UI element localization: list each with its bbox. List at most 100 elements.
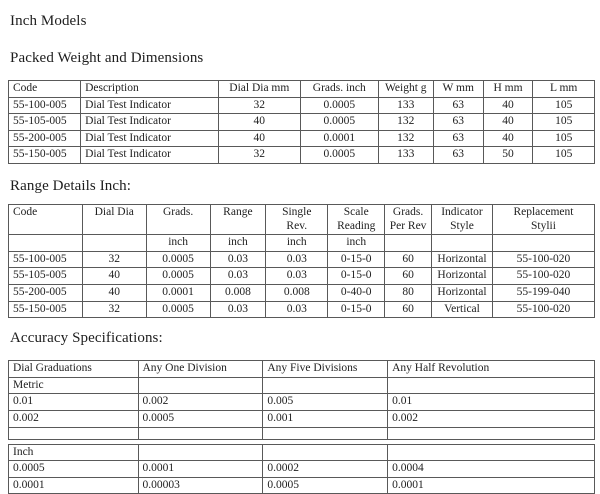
table-cell: 63	[433, 97, 483, 114]
header-cell: Weight g	[378, 81, 433, 98]
table-cell: 32	[82, 301, 146, 318]
table-cell: 0-15-0	[328, 268, 385, 285]
table-cell: 0.002	[9, 410, 139, 427]
table-cell: 0.01	[388, 394, 595, 411]
header-cell: Grads.	[146, 204, 210, 234]
table-cell	[263, 377, 388, 394]
table-cell	[432, 235, 493, 252]
table-cell: 60	[385, 251, 432, 268]
page-title: Inch Models	[10, 13, 595, 30]
table-cell: 0-15-0	[328, 301, 385, 318]
table-cell: 40	[483, 130, 533, 147]
table-cell: 40	[483, 114, 533, 131]
table-cell: 0.0004	[388, 461, 595, 478]
header-cell: Range	[210, 204, 266, 234]
table-cell: 0.03	[266, 268, 328, 285]
table-cell: 0.03	[266, 251, 328, 268]
table-cell	[263, 427, 388, 439]
table-cell: Horizontal	[432, 284, 493, 301]
table-cell: Dial Test Indicator	[81, 114, 219, 131]
table-cell: 55-100-005	[9, 97, 81, 114]
table-cell: 32	[218, 147, 300, 164]
header-cell: Any One Division	[138, 361, 263, 378]
table-cell: Metric	[9, 377, 139, 394]
table-row	[9, 427, 595, 439]
table-cell: 55-100-020	[492, 268, 594, 285]
table-cell: inch	[266, 235, 328, 252]
table-cell: 40	[483, 97, 533, 114]
table-cell: 32	[218, 97, 300, 114]
table-cell: 0.0005	[9, 461, 139, 478]
table-cell: 0.03	[210, 268, 266, 285]
table-cell: 132	[378, 114, 433, 131]
table-row: Inch	[9, 444, 595, 461]
table-cell: 0.0005	[300, 147, 378, 164]
table-cell: Vertical	[432, 301, 493, 318]
header-cell: W mm	[433, 81, 483, 98]
table-cell: 60	[385, 301, 432, 318]
header-cell: Replacement Stylii	[492, 204, 594, 234]
table-cell: 55-200-005	[9, 130, 81, 147]
table-cell: 0.001	[263, 410, 388, 427]
table-cell	[9, 235, 83, 252]
header-cell: Indicator Style	[432, 204, 493, 234]
table-cell: 0.03	[266, 301, 328, 318]
header-cell: L mm	[533, 81, 595, 98]
header-cell: Scale Reading	[328, 204, 385, 234]
table-cell	[388, 444, 595, 461]
range-details-heading: Range Details Inch:	[10, 178, 595, 195]
table-cell	[138, 427, 263, 439]
table-cell: 63	[433, 147, 483, 164]
table-cell	[263, 444, 388, 461]
header-cell: Any Half Revolution	[388, 361, 595, 378]
table-cell	[82, 235, 146, 252]
table-cell: Inch	[9, 444, 139, 461]
table-cell: Dial Test Indicator	[81, 97, 219, 114]
header-cell: Code	[9, 204, 83, 234]
table-cell: 40	[82, 284, 146, 301]
table-cell: 55-199-040	[492, 284, 594, 301]
table-cell: inch	[146, 235, 210, 252]
table-cell: 32	[82, 251, 146, 268]
table-cell: 55-100-020	[492, 251, 594, 268]
table-cell: inch	[328, 235, 385, 252]
table-cell: inch	[210, 235, 266, 252]
table-cell: 0.0005	[146, 251, 210, 268]
table-cell: 55-150-005	[9, 301, 83, 318]
table-cell: 63	[433, 130, 483, 147]
table-cell: 133	[378, 147, 433, 164]
table-cell: 63	[433, 114, 483, 131]
table-cell	[138, 444, 263, 461]
header-cell: Any Five Divisions	[263, 361, 388, 378]
table-cell: 0.01	[9, 394, 139, 411]
table-cell: Dial Test Indicator	[81, 130, 219, 147]
table-cell: 0.0005	[138, 410, 263, 427]
table-cell: 40	[82, 268, 146, 285]
table-cell: 105	[533, 114, 595, 131]
header-cell: H mm	[483, 81, 533, 98]
table-cell: 0.005	[263, 394, 388, 411]
table-cell: 0.03	[210, 301, 266, 318]
table-cell: 55-100-020	[492, 301, 594, 318]
table-cell	[492, 235, 594, 252]
table-cell: 0.008	[210, 284, 266, 301]
table-cell: 0-15-0	[328, 251, 385, 268]
table-cell	[9, 427, 139, 439]
table-cell: 40	[218, 114, 300, 131]
table-cell: 0.0005	[146, 301, 210, 318]
